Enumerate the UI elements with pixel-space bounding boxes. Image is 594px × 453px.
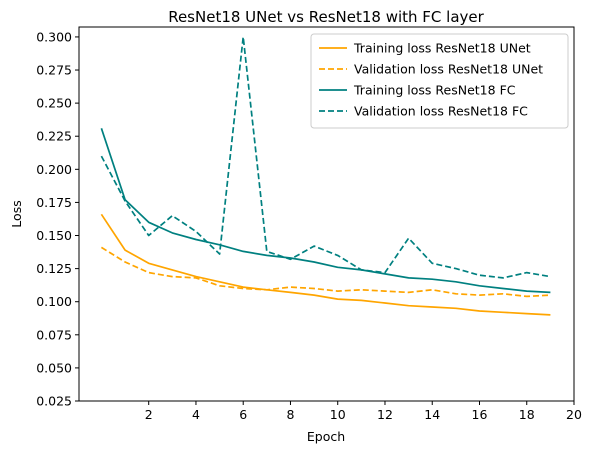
x-tick-label: 18 xyxy=(519,407,535,422)
plot-frame xyxy=(78,26,575,402)
y-tick-label: 0.200 xyxy=(36,162,72,177)
legend-label-2: Validation loss ResNet18 UNet xyxy=(354,62,543,77)
legend-label-1: Training loss ResNet18 UNet xyxy=(353,41,531,56)
chart-title: ResNet18 UNet vs ResNet18 with FC layer xyxy=(168,8,484,26)
x-axis-label: Epoch xyxy=(307,429,345,444)
y-tick-label: 0.225 xyxy=(36,129,72,144)
series-line-1 xyxy=(100,213,551,316)
x-tick-label: 4 xyxy=(192,407,200,422)
x-tick-label: 6 xyxy=(239,407,247,422)
y-axis-label: Loss xyxy=(9,200,24,227)
legend: Training loss ResNet18 UNet Validation lo… xyxy=(310,33,569,129)
legend-box xyxy=(310,33,569,129)
y-tick-label: 0.250 xyxy=(36,96,72,111)
x-tick-label: 16 xyxy=(472,407,488,422)
x-tick-label: 8 xyxy=(286,407,294,422)
y-tick-label: 0.175 xyxy=(36,195,72,210)
y-tick-label: 0.125 xyxy=(36,261,72,276)
x-tick-label: 10 xyxy=(330,407,346,422)
series-line-3 xyxy=(100,128,551,294)
series-line-2 xyxy=(100,246,551,298)
y-tick-label: 0.150 xyxy=(36,228,72,243)
y-axis-ticks: 0.025 0.050 0.075 0.100 0.125 0.150 0.175 0.200… xyxy=(36,29,79,409)
y-tick-label: 0.275 xyxy=(36,63,72,78)
x-tick-label: 14 xyxy=(424,407,440,422)
legend-label-3: Training loss ResNet18 FC xyxy=(353,83,516,98)
plot-series-group xyxy=(100,36,551,316)
x-tick-label: 20 xyxy=(566,407,582,422)
x-tick-label: 12 xyxy=(377,407,393,422)
x-axis-ticks: 2 4 6 8 10 12 14 16 18 20 xyxy=(145,401,582,422)
x-tick-label: 2 xyxy=(145,407,153,422)
y-tick-label: 0.025 xyxy=(36,394,72,409)
y-tick-label: 0.050 xyxy=(36,360,72,375)
y-tick-label: 0.100 xyxy=(36,294,72,309)
y-tick-label: 0.300 xyxy=(36,29,72,44)
y-tick-label: 0.075 xyxy=(36,327,72,342)
series-line-4 xyxy=(100,36,551,279)
legend-label-4: Validation loss ResNet18 FC xyxy=(354,104,528,119)
